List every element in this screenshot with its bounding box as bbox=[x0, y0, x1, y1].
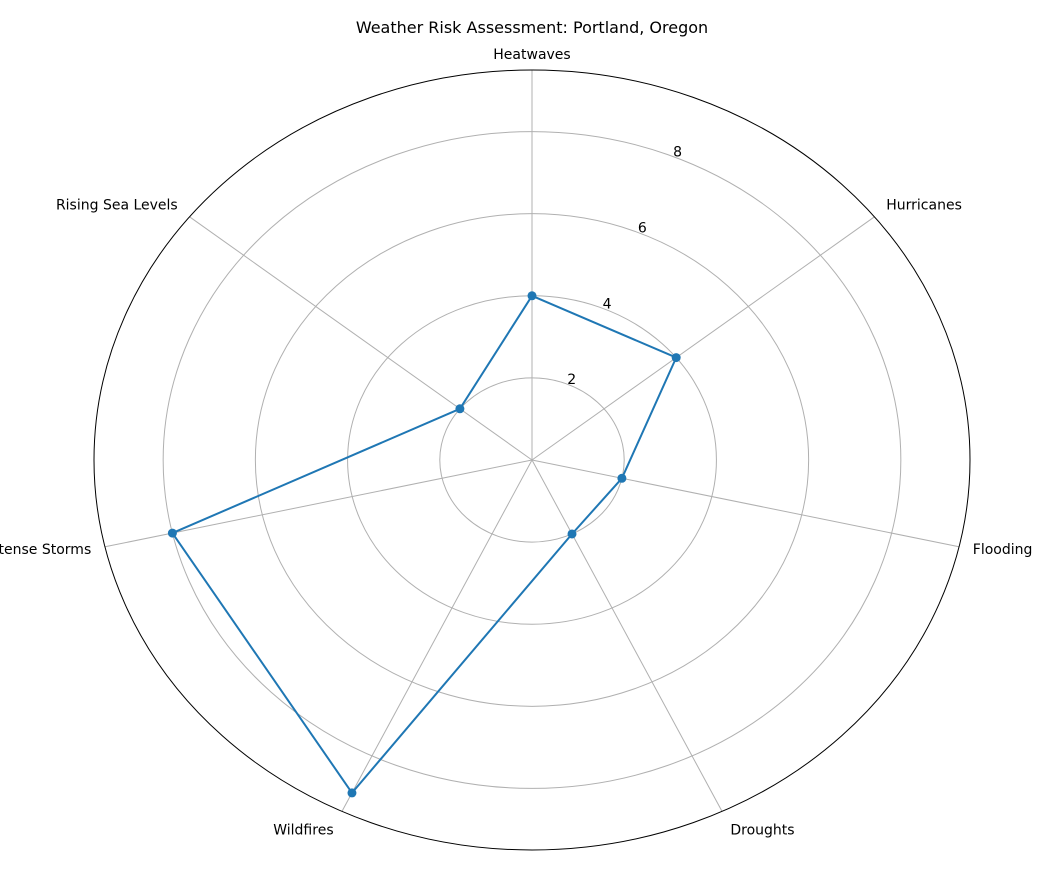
data-point-rising-sea-levels bbox=[455, 404, 465, 414]
data-point-flooding bbox=[617, 473, 627, 483]
category-label-hurricanes: Hurricanes bbox=[886, 198, 962, 214]
category-label-flooding: Flooding bbox=[973, 542, 1033, 558]
category-label-rising-sea-levels: Rising Sea Levels bbox=[56, 198, 178, 214]
spoke-droughts bbox=[531, 459, 723, 812]
grid-layer bbox=[93, 69, 971, 851]
data-point-heatwaves bbox=[527, 291, 537, 301]
r-tick-label-4: 4 bbox=[603, 296, 612, 312]
spoke-wildfires bbox=[341, 459, 533, 812]
data-point-hurricanes bbox=[671, 353, 681, 363]
category-label-wildfires: Wildfires bbox=[273, 822, 333, 838]
category-label-heatwaves: Heatwaves bbox=[493, 47, 570, 63]
outer-frame bbox=[93, 69, 971, 851]
series-layer bbox=[167, 291, 681, 798]
r-tick-label-6: 6 bbox=[638, 220, 647, 236]
category-label-intense-storms: Intense Storms bbox=[0, 542, 91, 558]
chart-title: Weather Risk Assessment: Portland, Orego… bbox=[356, 18, 708, 37]
spoke-rising-sea-levels bbox=[189, 216, 533, 461]
spoke-hurricanes bbox=[531, 216, 875, 461]
series-line-0 bbox=[171, 294, 678, 794]
data-point-droughts bbox=[567, 529, 577, 539]
category-label-droughts: Droughts bbox=[730, 822, 794, 838]
data-point-wildfires bbox=[347, 788, 357, 798]
r-tick-label-2: 2 bbox=[567, 372, 576, 388]
data-point-intense-storms bbox=[167, 528, 177, 538]
label-layer: 2 4 6 8 Heatwaves Hurricanes Flooding Droughts W… bbox=[0, 47, 1032, 838]
r-tick-label-8: 8 bbox=[673, 145, 682, 161]
spoke-flooding bbox=[531, 459, 960, 548]
